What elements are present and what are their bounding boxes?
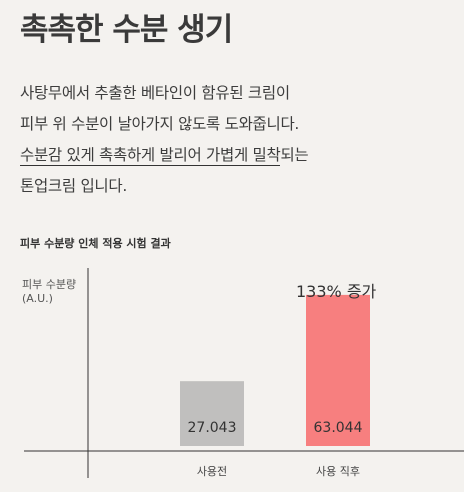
description-line-3-rest: 되는	[280, 146, 309, 164]
description-line-3: 수분감 있게 촉촉하게 발리어 가볍게 밀착되는	[20, 140, 460, 171]
y-axis-label-line-2: (A.U.)	[22, 292, 53, 305]
y-axis-label-line-1: 피부 수분량	[22, 278, 77, 291]
description-line-2: 피부 위 수분이 날아가지 않도록 도와줍니다.	[20, 115, 300, 133]
bar-value-label-after: 63.044	[313, 420, 363, 436]
description-line-4: 톤업크림 입니다.	[20, 177, 127, 195]
bar-after-use	[306, 294, 370, 446]
description: 사탕무에서 추출한 베타인이 함유된 크림이 피부 위 수분이 날아가지 않도록…	[20, 78, 460, 202]
page-title: 촉촉한 수분 생기	[20, 12, 233, 48]
y-axis-label: 피부 수분량 (A.U.)	[22, 278, 76, 306]
chart-title: 피부 수분량 인체 적용 시험 결과	[20, 237, 171, 250]
bar-value-label-before: 27.043	[187, 420, 237, 436]
increase-annotation: 133% 증가	[296, 282, 377, 301]
category-label-after: 사용 직후	[316, 465, 360, 478]
description-line-1: 사탕무에서 추출한 베타인이 함유된 크림이	[20, 84, 290, 102]
description-underlined-text: 수분감 있게 촉촉하게 발리어 가볍게 밀착	[20, 146, 281, 166]
category-label-before: 사용전	[196, 465, 228, 478]
bar-before-use	[180, 381, 244, 446]
